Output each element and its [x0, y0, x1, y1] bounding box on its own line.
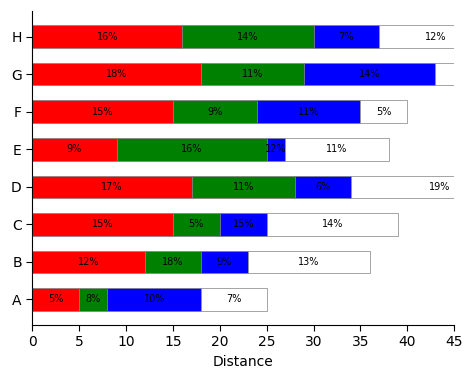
Bar — [351, 176, 474, 198]
Bar — [32, 63, 201, 86]
Bar — [201, 288, 267, 311]
Bar — [191, 176, 295, 198]
Text: 11%: 11% — [326, 144, 347, 154]
Bar — [379, 25, 474, 48]
Bar — [32, 250, 145, 273]
Text: 18%: 18% — [106, 69, 128, 79]
Bar — [107, 288, 201, 311]
Text: 15%: 15% — [92, 107, 113, 117]
Text: 10%: 10% — [144, 294, 165, 304]
Text: 16%: 16% — [181, 144, 202, 154]
Text: 6%: 6% — [315, 182, 330, 192]
Bar — [117, 138, 267, 160]
Bar — [32, 213, 173, 236]
Text: 5%: 5% — [376, 107, 392, 117]
Bar — [295, 176, 351, 198]
Bar — [173, 100, 257, 123]
Bar — [248, 250, 370, 273]
Bar — [220, 213, 267, 236]
Bar — [79, 288, 107, 311]
Bar — [173, 213, 220, 236]
Bar — [267, 138, 285, 160]
Bar — [304, 63, 436, 86]
Text: 5%: 5% — [189, 219, 204, 229]
Bar — [182, 25, 313, 48]
Text: 11%: 11% — [298, 107, 319, 117]
Text: 7%: 7% — [226, 294, 242, 304]
Bar — [201, 63, 304, 86]
Text: 7%: 7% — [338, 32, 354, 42]
Text: 11%: 11% — [242, 69, 263, 79]
Text: 8%: 8% — [86, 294, 101, 304]
Text: 12%: 12% — [425, 32, 446, 42]
Bar — [201, 250, 248, 273]
Text: 18%: 18% — [162, 257, 183, 267]
Text: 9%: 9% — [217, 257, 232, 267]
Text: 14%: 14% — [359, 69, 381, 79]
Text: 12%: 12% — [78, 257, 99, 267]
Text: 13%: 13% — [298, 257, 319, 267]
Bar — [32, 288, 79, 311]
Bar — [32, 138, 117, 160]
Bar — [32, 100, 173, 123]
Text: 5%: 5% — [48, 294, 64, 304]
Bar — [285, 138, 389, 160]
Bar — [267, 213, 398, 236]
Bar — [32, 25, 182, 48]
Bar — [313, 25, 379, 48]
Bar — [436, 63, 474, 86]
Text: 19%: 19% — [429, 182, 451, 192]
Bar — [257, 100, 360, 123]
Text: 15%: 15% — [92, 219, 113, 229]
Text: 14%: 14% — [321, 219, 343, 229]
Text: 11%: 11% — [233, 182, 254, 192]
Text: 12%: 12% — [265, 144, 287, 154]
Bar — [32, 176, 191, 198]
Bar — [145, 250, 201, 273]
Bar — [360, 100, 407, 123]
X-axis label: Distance: Distance — [213, 355, 273, 369]
Text: 17%: 17% — [101, 182, 123, 192]
Text: 14%: 14% — [237, 32, 259, 42]
Text: 16%: 16% — [97, 32, 118, 42]
Text: 15%: 15% — [232, 219, 254, 229]
Text: 9%: 9% — [208, 107, 223, 117]
Text: 9%: 9% — [67, 144, 82, 154]
